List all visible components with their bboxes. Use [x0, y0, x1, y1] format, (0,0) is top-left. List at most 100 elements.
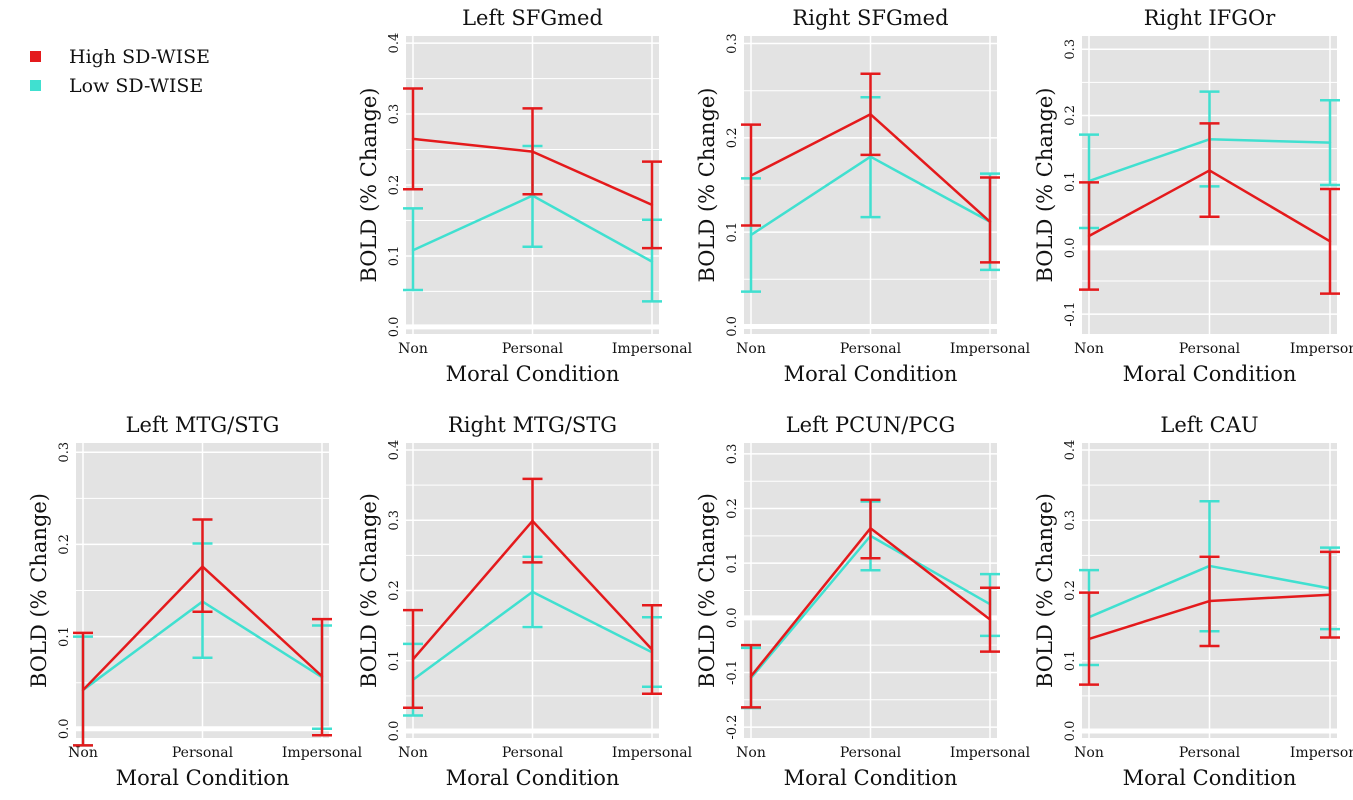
- y-tick-label: 0.0: [387, 721, 402, 742]
- x-axis-label: Moral Condition: [116, 766, 290, 790]
- series-high-sd-wise: [741, 498, 1000, 709]
- data-point-low-sd-wise: [869, 155, 872, 158]
- x-tick-label: Impersonal: [950, 341, 1031, 357]
- x-tick-label: Impersonal: [1290, 745, 1353, 761]
- y-tick-label: 0.3: [387, 510, 402, 531]
- y-tick-label: 0.4: [387, 440, 402, 461]
- y-tick-label: 0.2: [725, 128, 740, 149]
- x-tick-label: Personal: [840, 341, 902, 357]
- panel-title: Right IFGOr: [1144, 6, 1276, 30]
- data-point-high-sd-wise: [1328, 240, 1332, 243]
- data-point-low-sd-wise: [1328, 141, 1332, 144]
- x-tick-label: Impersonal: [1290, 341, 1353, 357]
- series-high-sd-wise: [1079, 122, 1340, 295]
- panel-title: Left SFGmed: [462, 6, 603, 30]
- data-point-high-sd-wise: [749, 174, 753, 177]
- y-tick-label: 0.3: [1063, 510, 1078, 531]
- y-tick-label: 0.2: [387, 580, 402, 601]
- panel-title: Left CAU: [1160, 413, 1258, 437]
- panel-right-ifgor: -0.1 0.0 0.1 0.2 0.3 Non Personal Impersonal Rig…: [1033, 6, 1353, 386]
- data-point-high-sd-wise: [988, 220, 992, 223]
- y-tick-label: 0.2: [387, 175, 402, 196]
- y-tick-label: 0.0: [387, 317, 402, 338]
- x-tick-label: Personal: [172, 745, 234, 761]
- x-tick-label: Non: [736, 341, 766, 357]
- x-tick-label: Personal: [502, 745, 564, 761]
- y-axis-label: BOLD (% Change): [1033, 87, 1057, 282]
- y-tick-label: 0.3: [57, 442, 72, 463]
- data-point-low-sd-wise: [531, 590, 534, 594]
- x-tick-label: Impersonal: [950, 745, 1031, 761]
- panel-left-sfgmed: 0.0 0.1 0.2 0.3 0.4 Non Personal Impersonal Left…: [357, 6, 693, 386]
- data-point-high-sd-wise: [201, 565, 204, 568]
- y-tick-label: 0.3: [725, 33, 740, 54]
- data-point-high-sd-wise: [1087, 637, 1091, 641]
- panel-right-mtg-stg: 0.0 0.1 0.2 0.3 0.4 Non Personal Impersonal Righ…: [357, 413, 693, 790]
- x-tick-label: Non: [736, 745, 766, 761]
- legend-item-high: High SD-WISE: [30, 42, 210, 71]
- y-tick-label: 0.2: [725, 498, 740, 519]
- data-point-high-sd-wise: [320, 675, 324, 678]
- x-axis-label: Moral Condition: [446, 766, 620, 790]
- panel-title: Right SFGmed: [792, 6, 948, 30]
- y-axis-label: BOLD (% Change): [695, 87, 719, 282]
- y-tick-label: 0.1: [387, 246, 402, 267]
- series-high-sd-wise: [403, 87, 662, 250]
- legend-swatch-low: [30, 80, 41, 91]
- panel-title: Right MTG/STG: [448, 413, 617, 437]
- y-tick-label: 0.2: [57, 534, 72, 555]
- data-point-high-sd-wise: [1208, 599, 1211, 603]
- y-tick-label: 0.4: [1063, 440, 1078, 461]
- panel-left-pcun-pcg: -0.2 -0.1 0.0 0.1 0.2 0.3 Non Personal Impersona…: [695, 413, 1031, 790]
- data-point-high-sd-wise: [650, 203, 654, 207]
- y-axis-label: BOLD (% Change): [27, 493, 51, 688]
- x-tick-label: Personal: [502, 341, 564, 357]
- y-axis-label: BOLD (% Change): [357, 493, 381, 688]
- y-tick-label: 0.3: [1063, 39, 1078, 60]
- x-tick-label: Personal: [1179, 745, 1241, 761]
- y-axis-label: BOLD (% Change): [695, 493, 719, 688]
- x-axis-label: Moral Condition: [784, 766, 958, 790]
- x-axis-label: Moral Condition: [1123, 362, 1297, 386]
- x-tick-label: Non: [398, 341, 428, 357]
- data-point-high-sd-wise: [650, 648, 654, 651]
- data-point-high-sd-wise: [81, 688, 85, 692]
- panel-right-sfgmed: 0.0 0.1 0.2 0.3 Non Personal Impersonal Right S…: [695, 6, 1031, 386]
- data-point-low-sd-wise: [650, 260, 654, 263]
- legend-label-high: High SD-WISE: [69, 45, 210, 68]
- x-tick-label: Impersonal: [612, 745, 693, 761]
- panel-title: Left PCUN/PCG: [786, 413, 956, 437]
- y-tick-label: 0.0: [57, 718, 72, 739]
- data-point-low-sd-wise: [749, 233, 753, 237]
- legend: High SD-WISE Low SD-WISE: [30, 42, 210, 100]
- panel-left-mtg-stg: 0.0 0.1 0.2 0.3 Non Personal Impersonal Left MT…: [27, 413, 363, 790]
- y-tick-label: 0.1: [387, 650, 402, 671]
- panel-title: Left MTG/STG: [126, 413, 280, 437]
- y-tick-label: 0.3: [725, 444, 740, 465]
- y-tick-label: 0.1: [1063, 650, 1078, 671]
- series-high-sd-wise: [73, 518, 332, 747]
- data-point-low-sd-wise: [411, 249, 415, 252]
- x-tick-label: Personal: [1179, 341, 1241, 357]
- y-tick-label: 0.1: [1063, 171, 1078, 192]
- legend-item-low: Low SD-WISE: [30, 71, 210, 100]
- data-point-high-sd-wise: [1328, 593, 1332, 596]
- y-tick-label: 0.1: [57, 626, 72, 647]
- y-axis-label: BOLD (% Change): [1033, 493, 1057, 688]
- data-point-high-sd-wise: [869, 527, 872, 530]
- x-axis-label: Moral Condition: [784, 362, 958, 386]
- x-axis-label: Moral Condition: [446, 362, 620, 386]
- y-axis-label: BOLD (% Change): [357, 87, 381, 282]
- y-tick-label: 0.0: [725, 607, 740, 628]
- y-tick-label: -0.1: [725, 660, 740, 685]
- y-tick-label: -0.1: [1063, 302, 1078, 327]
- y-tick-label: 0.4: [387, 33, 402, 54]
- y-tick-label: 0.0: [1063, 721, 1078, 742]
- data-point-high-sd-wise: [411, 137, 415, 141]
- data-point-high-sd-wise: [531, 150, 534, 153]
- x-tick-label: Non: [1074, 341, 1104, 357]
- x-axis-label: Moral Condition: [1123, 766, 1297, 790]
- y-tick-label: 0.2: [1063, 580, 1078, 601]
- series-high-sd-wise: [403, 477, 662, 710]
